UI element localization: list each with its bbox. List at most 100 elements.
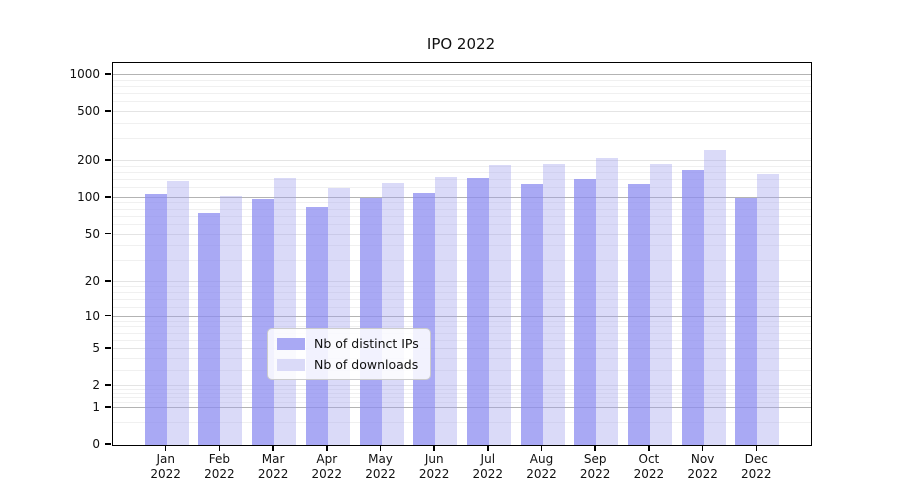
gridline — [113, 86, 811, 87]
gridline — [113, 138, 811, 140]
gridline — [113, 392, 811, 394]
bar-jun-downloads — [435, 177, 458, 445]
gridline — [113, 299, 811, 300]
legend-item-distinct-ips: Nb of distinct IPs — [277, 336, 419, 351]
gridline — [113, 123, 811, 124]
gridline — [113, 93, 811, 95]
bar-sep-distinct-ips — [574, 178, 597, 445]
y-tick-label: 2 — [92, 378, 100, 393]
x-tick-label: Aug 2022 — [526, 452, 557, 481]
legend: Nb of distinct IPs Nb of downloads — [267, 328, 431, 380]
y-tick — [105, 232, 111, 235]
x-tick — [164, 445, 167, 451]
legend-label-downloads: Nb of downloads — [314, 357, 419, 372]
gridline — [113, 357, 811, 359]
y-tick-label: 200 — [77, 153, 100, 167]
bar-oct-distinct-ips — [627, 183, 650, 445]
bar-apr-downloads — [327, 187, 350, 445]
y-tick — [105, 314, 111, 317]
x-tick-label: Jul 2022 — [472, 452, 504, 481]
bar-aug-downloads — [542, 163, 565, 445]
gridline — [113, 165, 811, 167]
x-tick-label: Feb 2022 — [204, 452, 235, 481]
y-tick — [105, 196, 111, 198]
gridline — [113, 215, 811, 217]
bar-feb-distinct-ips — [198, 213, 221, 445]
gridline — [113, 111, 811, 113]
y-tick-label: 50 — [84, 226, 100, 241]
y-tick-label: 5 — [92, 341, 100, 356]
bar-mar-downloads — [274, 177, 297, 445]
x-tick — [701, 445, 704, 451]
x-tick-label: Apr 2022 — [311, 452, 343, 481]
legend-swatch-downloads — [277, 358, 305, 371]
gridline — [113, 233, 811, 235]
x-tick-label: Nov 2022 — [687, 452, 718, 481]
gridline — [113, 245, 811, 247]
bar-dec-downloads — [757, 173, 780, 445]
gridline — [113, 179, 811, 180]
gridline — [113, 202, 811, 204]
x-tick — [594, 445, 596, 451]
y-tick — [105, 384, 111, 386]
legend-swatch-distinct-ips — [277, 337, 305, 350]
gridline — [113, 160, 811, 161]
gridline — [113, 292, 811, 294]
gridline — [113, 326, 811, 328]
bar-may-distinct-ips — [359, 197, 382, 445]
gridline — [113, 208, 811, 210]
gridline — [113, 320, 811, 322]
x-tick-label: Jan 2022 — [150, 452, 181, 481]
gridline — [113, 339, 811, 341]
x-tick — [755, 445, 758, 451]
y-tick — [105, 406, 111, 408]
y-tick-label: 500 — [77, 104, 100, 119]
gridlines-layer — [113, 63, 811, 445]
bar-dec-distinct-ips — [735, 197, 758, 445]
gridline — [113, 223, 811, 225]
bar-jan-downloads — [166, 181, 189, 445]
gridline — [113, 260, 811, 262]
legend-item-downloads: Nb of downloads — [277, 357, 419, 372]
gridline — [113, 385, 811, 387]
gridline — [113, 388, 811, 390]
bar-feb-downloads — [220, 195, 243, 445]
plot-area — [112, 62, 812, 446]
y-tick-label: 100 — [77, 189, 100, 204]
y-tick-label: 1000 — [69, 67, 100, 81]
gridline — [113, 281, 811, 282]
bar-nov-downloads — [703, 150, 726, 445]
bars-layer — [113, 63, 811, 445]
gridline — [113, 406, 811, 408]
gridline — [113, 74, 811, 75]
gridline — [113, 332, 811, 334]
y-tick — [105, 73, 111, 75]
gridline — [113, 401, 811, 403]
gridline — [113, 397, 811, 399]
x-tick — [379, 445, 382, 451]
chart-title: IPO 2022 — [426, 35, 496, 53]
x-tick-label: Sep 2022 — [579, 452, 611, 481]
bar-jul-downloads — [488, 164, 511, 445]
x-tick — [218, 445, 221, 451]
bar-jul-distinct-ips — [466, 178, 489, 445]
bar-mar-distinct-ips — [252, 198, 275, 445]
gridline — [113, 196, 811, 198]
x-tick-label: May 2022 — [365, 452, 396, 481]
x-tick-label: Mar 2022 — [257, 452, 289, 481]
x-tick-label: Jun 2022 — [418, 452, 450, 481]
gridline — [113, 286, 811, 288]
x-tick — [648, 445, 650, 451]
x-tick-label: Dec 2022 — [741, 452, 772, 481]
gridline — [113, 171, 811, 173]
x-tick — [433, 445, 435, 451]
gridline — [113, 348, 811, 350]
gridline — [113, 101, 811, 103]
bar-oct-downloads — [649, 163, 672, 445]
x-tick — [487, 445, 489, 451]
bar-jun-distinct-ips — [413, 192, 436, 445]
y-tick-label: 20 — [84, 274, 100, 288]
bar-sep-downloads — [596, 158, 619, 445]
y-tick — [105, 347, 111, 349]
